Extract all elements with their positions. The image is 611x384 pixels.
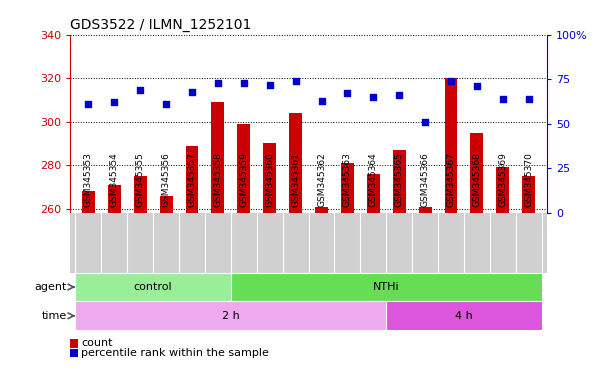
Bar (470, 132, 483, 213)
Bar (393, 150, 406, 213)
Point (394, 92, 404, 98)
Bar (496, 167, 510, 213)
Point (161, 101, 171, 107)
Point (291, 78, 301, 84)
Point (368, 94, 378, 100)
Bar (289, 113, 302, 213)
Point (187, 89, 197, 95)
Bar (237, 124, 251, 213)
Bar (386, 301, 542, 330)
Text: time: time (42, 311, 67, 321)
Point (316, 98, 326, 104)
Point (135, 87, 145, 93)
Text: NTHi: NTHi (373, 282, 400, 292)
Point (265, 81, 274, 88)
Point (420, 119, 430, 125)
Point (343, 90, 353, 96)
Bar (315, 207, 328, 213)
Point (446, 78, 456, 84)
Text: 2 h: 2 h (222, 311, 240, 321)
Point (524, 96, 533, 102)
Bar (419, 207, 431, 213)
Text: 4 h: 4 h (455, 311, 473, 321)
Bar (108, 185, 121, 213)
Point (84, 101, 93, 107)
Bar (186, 146, 199, 213)
Bar (522, 176, 535, 213)
Point (498, 96, 508, 102)
Bar (82, 191, 95, 213)
Bar (263, 144, 276, 213)
Point (213, 80, 223, 86)
Bar (341, 163, 354, 213)
Text: control: control (134, 282, 172, 292)
Bar (75, 301, 386, 330)
Text: agent: agent (35, 282, 67, 292)
Point (109, 99, 119, 106)
Bar (231, 273, 542, 301)
Bar (134, 176, 147, 213)
Text: GDS3522 / ILMN_1252101: GDS3522 / ILMN_1252101 (70, 18, 252, 32)
Bar (75, 273, 231, 301)
Point (239, 80, 249, 86)
Text: count: count (81, 338, 113, 348)
Point (472, 83, 482, 89)
Bar (367, 174, 380, 213)
Text: percentile rank within the sample: percentile rank within the sample (81, 348, 269, 358)
Bar (211, 102, 224, 213)
Bar (159, 196, 172, 213)
Bar (445, 78, 458, 213)
